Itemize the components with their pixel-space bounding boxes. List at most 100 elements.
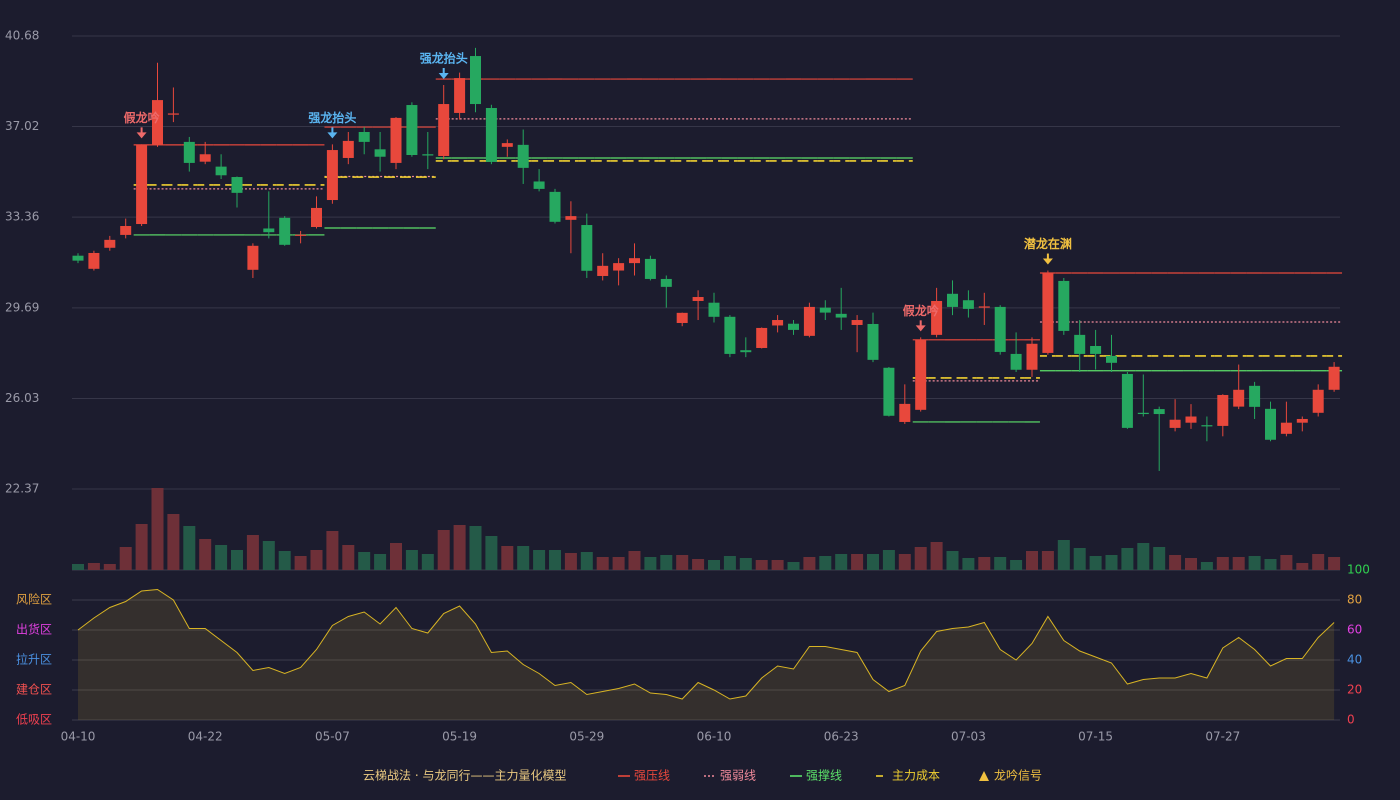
- candle-body: [1090, 345, 1102, 354]
- volume-bar: [914, 547, 927, 570]
- candle-body: [422, 154, 434, 156]
- candle-body: [867, 323, 879, 360]
- legend-label: 强压线: [634, 769, 670, 783]
- x-tick-label: 05-29: [569, 730, 604, 744]
- volume-bar: [119, 547, 132, 570]
- candle-body: [390, 117, 402, 163]
- candle-body: [644, 258, 656, 279]
- y-tick-label: 22.37: [5, 482, 39, 496]
- y2-tick-label: 80: [1347, 593, 1362, 607]
- volume-bar: [72, 564, 84, 570]
- candle-body: [342, 140, 354, 158]
- candle-body: [1106, 355, 1117, 363]
- volume-bar: [1328, 557, 1341, 570]
- volume-bar: [374, 554, 387, 570]
- candle-body: [947, 293, 958, 307]
- candle-body: [406, 105, 418, 156]
- y2-tick-label: 20: [1347, 683, 1362, 697]
- volume-bar: [1073, 548, 1086, 570]
- candle-body: [215, 166, 227, 176]
- volume-bar: [564, 553, 577, 570]
- volume-bar: [1026, 551, 1038, 570]
- signal-arrow-head: [915, 325, 926, 332]
- candle-body: [915, 339, 927, 410]
- volume-bar: [453, 525, 466, 570]
- volume-bar: [771, 560, 784, 570]
- volume-bar: [851, 554, 864, 570]
- volume-bar: [405, 550, 418, 570]
- y-tick-label: 26.03: [5, 391, 39, 405]
- volume-bar: [199, 539, 212, 570]
- candle-body: [152, 100, 163, 145]
- volume-bar: [787, 562, 800, 570]
- volume-bar: [1041, 551, 1054, 570]
- signal-label: 潜龙在渊: [1024, 236, 1072, 251]
- x-tick-label: 04-10: [61, 730, 96, 744]
- volume-bar: [1232, 557, 1245, 570]
- candle-body: [565, 216, 577, 220]
- volume-bar: [1216, 557, 1229, 570]
- zone-label: 低吸区: [16, 713, 52, 727]
- candle-body: [613, 263, 625, 271]
- candle-body: [1328, 366, 1340, 390]
- x-tick-label: 07-03: [951, 730, 986, 744]
- candle-body: [978, 306, 990, 308]
- zone-label: 建仓区: [16, 683, 52, 697]
- volume-bar: [1280, 555, 1293, 570]
- volume-bar: [580, 552, 593, 570]
- volume-bar: [533, 550, 546, 570]
- volume-bar: [1121, 548, 1134, 570]
- chart-title: 云梯战法 · 与龙同行——主力量化模型: [363, 769, 566, 783]
- candle-body: [597, 265, 609, 276]
- x-tick-label: 05-19: [442, 730, 477, 744]
- volume-bar: [342, 545, 355, 570]
- volume-bar: [898, 554, 911, 570]
- zone-label: 拉升区: [16, 652, 52, 667]
- volume-bar: [549, 550, 561, 570]
- x-tick-label: 05-07: [315, 730, 350, 744]
- x-tick-label: 07-15: [1078, 730, 1113, 744]
- volume-bar: [231, 550, 243, 570]
- candle-body: [803, 306, 815, 336]
- volume-bar: [215, 545, 228, 570]
- candle-body: [1153, 409, 1165, 415]
- volume-bar: [755, 560, 768, 570]
- candle-body: [470, 56, 481, 105]
- candle-body: [1121, 373, 1133, 428]
- volume-bar: [485, 536, 498, 570]
- volume-bar: [103, 564, 116, 570]
- candle-body: [1010, 353, 1022, 370]
- volume-bar: [612, 557, 625, 570]
- volume-bar: [294, 556, 307, 570]
- volume-bar: [1089, 556, 1102, 570]
- candle-body: [438, 104, 450, 156]
- candle-body: [962, 300, 974, 309]
- signal-arrow-head: [438, 72, 449, 79]
- volume-bar: [660, 555, 673, 570]
- oscillator-area: [78, 589, 1335, 720]
- candle-body: [1058, 280, 1070, 331]
- volume-bar: [1200, 562, 1213, 570]
- volume-bar: [803, 557, 816, 570]
- candle-body: [1280, 422, 1292, 434]
- candle-body: [326, 150, 338, 201]
- candle-body: [501, 143, 513, 147]
- signal-arrow-head: [327, 132, 338, 139]
- volume-bar: [390, 543, 402, 570]
- legend-label: 强弱线: [720, 769, 756, 783]
- volume-bar: [1105, 555, 1118, 570]
- y-tick-label: 33.36: [5, 210, 39, 224]
- candle-body: [454, 78, 466, 113]
- legend-label: 主力成本: [892, 769, 940, 783]
- volume-bar: [1312, 554, 1325, 570]
- legend-label: 强撑线: [806, 768, 842, 783]
- volume-bar: [1248, 556, 1261, 570]
- candle-body: [660, 278, 672, 287]
- candle-body: [1265, 408, 1276, 440]
- candle-body: [1169, 419, 1181, 428]
- y2-tick-label: 0: [1347, 713, 1355, 727]
- volume-bar: [708, 560, 720, 570]
- candle-body: [899, 403, 911, 422]
